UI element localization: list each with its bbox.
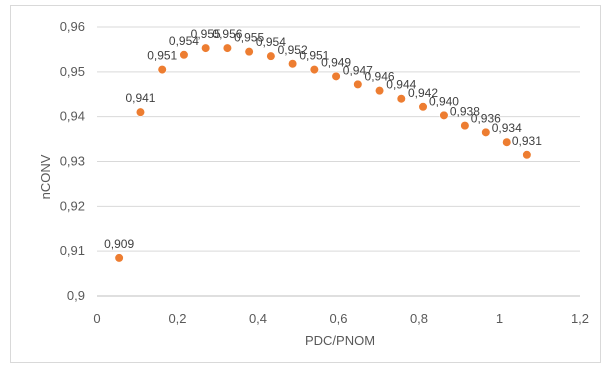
- y-tick-label: 0,95: [60, 64, 85, 79]
- data-label: 0,954: [169, 34, 199, 48]
- data-label: 0,954: [256, 35, 286, 49]
- data-point: [522, 150, 532, 160]
- data-label: 0,947: [343, 63, 373, 77]
- data-point: [244, 47, 254, 57]
- data-point: [179, 50, 189, 60]
- data-label: 0,949: [321, 55, 351, 69]
- data-label: 0,956: [212, 27, 242, 41]
- y-axis-title: nCONV: [38, 154, 53, 199]
- data-point: [157, 64, 167, 75]
- data-point: [353, 79, 363, 89]
- data-point: [114, 253, 124, 263]
- data-point: [222, 43, 233, 53]
- data-label: 0,944: [386, 78, 416, 92]
- data-label: 0,931: [512, 134, 542, 148]
- data-point: [309, 64, 319, 75]
- x-tick-label: 0,8: [410, 311, 428, 326]
- data-point: [439, 110, 449, 120]
- data-label: 0,955: [191, 27, 221, 41]
- data-label: 0,936: [471, 111, 501, 125]
- x-tick-label: 1: [496, 311, 503, 326]
- data-points: [114, 43, 532, 263]
- x-tick-label: 0,2: [168, 311, 186, 326]
- y-tick-label: 0,94: [60, 109, 85, 124]
- data-point: [288, 59, 298, 69]
- y-axis-ticks: 0,9 0,91 0,92 0,93 0,94 0,95 0,96: [60, 19, 85, 303]
- chart-area: [10, 5, 601, 363]
- x-tick-label: 1,2: [571, 311, 589, 326]
- data-point: [396, 94, 406, 104]
- data-point: [266, 51, 276, 61]
- data-label: 0,909: [104, 237, 134, 251]
- data-label: 0,951: [299, 49, 329, 63]
- gridlines: [97, 26, 580, 297]
- x-tick-label: 0,4: [249, 311, 267, 326]
- data-label: 0,951: [147, 49, 177, 63]
- data-point: [374, 86, 385, 96]
- x-axis-ticks: 0 0,2 0,4 0,6 0,8 1 1,2: [93, 311, 589, 326]
- x-axis-title: PDC/PNOM: [305, 333, 375, 348]
- y-tick-label: 0,93: [60, 154, 85, 169]
- data-label: 0,934: [492, 121, 522, 135]
- y-tick-label: 0,92: [60, 198, 85, 213]
- x-tick-label: 0,6: [329, 311, 347, 326]
- data-label: 0,938: [450, 105, 480, 119]
- y-tick-label: 0,96: [60, 19, 85, 34]
- data-point: [331, 71, 341, 81]
- data-point: [201, 43, 211, 53]
- data-label: 0,940: [429, 94, 459, 108]
- data-label: 0,946: [365, 70, 395, 84]
- data-label: 0,955: [234, 31, 264, 45]
- y-tick-label: 0,9: [67, 288, 85, 303]
- data-point: [481, 127, 491, 137]
- data-label: 0,941: [125, 91, 155, 105]
- data-point: [502, 137, 512, 147]
- data-point: [418, 102, 428, 112]
- data-point: [460, 121, 470, 131]
- data-point: [135, 107, 146, 117]
- data-labels: 0,9090,9410,9510,9540,9550,9560,9550,954…: [104, 27, 542, 251]
- data-label: 0,942: [408, 86, 438, 100]
- data-label: 0,952: [278, 43, 308, 57]
- x-tick-label: 0: [93, 311, 100, 326]
- y-tick-label: 0,91: [60, 243, 85, 258]
